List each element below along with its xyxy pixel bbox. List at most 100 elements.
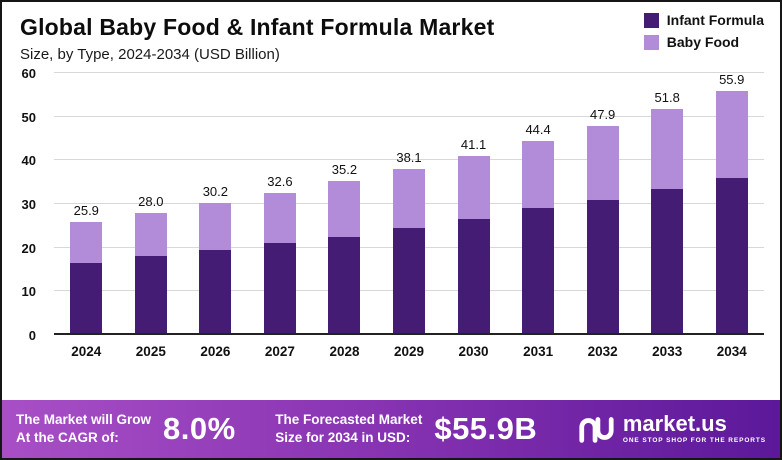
infant-formula-segment[interactable] xyxy=(457,219,490,335)
legend: Infant Formula Baby Food xyxy=(643,12,764,50)
stacked-bar[interactable] xyxy=(134,212,167,335)
infant-formula-segment[interactable] xyxy=(715,177,748,335)
baby-food-segment[interactable] xyxy=(586,125,619,200)
bar-group: 35.2 xyxy=(312,73,377,335)
infant-formula-segment[interactable] xyxy=(263,243,296,335)
baby-food-segment[interactable] xyxy=(715,90,748,178)
legend-label: Infant Formula xyxy=(666,12,764,28)
forecast-group: The Forecasted Market Size for 2034 in U… xyxy=(275,411,537,447)
header: Global Baby Food & Infant Formula Market… xyxy=(2,2,780,63)
infant-formula-segment[interactable] xyxy=(522,208,555,335)
cagr-group: The Market will Grow At the CAGR of: 8.0… xyxy=(16,411,236,447)
bar-total-label: 38.1 xyxy=(396,149,422,165)
baby-food-segment[interactable] xyxy=(328,181,361,237)
bars-row: 25.9 28.0 30.2 32.6 35.2 38.1 41.1 44.4 47.9 51.8… xyxy=(54,71,764,335)
stacked-bar[interactable] xyxy=(586,125,619,335)
bar-total-label: 51.8 xyxy=(654,89,680,105)
bar-group: 51.8 xyxy=(635,73,700,335)
x-tick-label: 2032 xyxy=(587,344,618,359)
baby-food-segment[interactable] xyxy=(199,203,232,250)
bar-total-label: 30.2 xyxy=(202,184,229,200)
bar-total-label: 35.2 xyxy=(331,162,358,178)
market-us-logo[interactable]: market.us ONE STOP SHOP FOR THE REPORTS xyxy=(577,413,766,445)
baby-food-segment[interactable] xyxy=(263,192,296,244)
stacked-bar-chart: 0 10 20 30 40 50 60 25.9 28.0 30.2 32.6 35.2 38.1 41… xyxy=(2,66,780,359)
stacked-bar[interactable] xyxy=(715,90,748,335)
logo-name: market.us xyxy=(622,411,727,437)
forecast-value: $55.9B xyxy=(434,411,538,446)
x-tick-label: 2031 xyxy=(523,344,554,359)
y-tick-label: 60 xyxy=(21,66,36,81)
bar-total-label: 55.9 xyxy=(719,71,745,87)
y-axis: 0 10 20 30 40 50 60 xyxy=(2,66,46,343)
baby-food-segment[interactable] xyxy=(522,141,555,209)
x-axis-line xyxy=(54,333,764,335)
bar-total-label: 25.9 xyxy=(73,202,99,218)
cagr-value: 8.0% xyxy=(163,411,236,446)
y-tick-label: 30 xyxy=(21,197,36,212)
baby-food-segment[interactable] xyxy=(134,212,167,257)
stacked-bar[interactable] xyxy=(328,181,361,335)
infant-formula-segment[interactable] xyxy=(328,236,361,335)
stacked-bar[interactable] xyxy=(263,192,296,335)
cagr-caption: The Market will Grow At the CAGR of: xyxy=(16,411,151,446)
bar-total-label: 32.6 xyxy=(267,173,293,189)
legend-item-infant-formula[interactable]: Infant Formula xyxy=(643,12,764,28)
y-tick-label: 0 xyxy=(28,328,36,343)
baby-food-segment[interactable] xyxy=(457,155,490,220)
page-title: Global Baby Food & Infant Formula Market xyxy=(20,14,495,40)
y-tick-label: 50 xyxy=(21,109,36,125)
bar-group: 41.1 xyxy=(441,73,506,335)
logo-tagline: ONE STOP SHOP FOR THE REPORTS xyxy=(622,437,766,445)
bar-group: 28.0 xyxy=(119,73,184,335)
x-tick-label: 2029 xyxy=(393,344,425,359)
gridline xyxy=(54,115,764,117)
baby-food-segment[interactable] xyxy=(651,108,684,189)
bar-group: 25.9 xyxy=(54,73,119,335)
y-tick-label: 40 xyxy=(21,153,36,169)
stacked-bar[interactable] xyxy=(651,108,684,335)
baby-food-segment[interactable] xyxy=(70,221,103,263)
stacked-bar[interactable] xyxy=(457,155,490,335)
bar-total-label: 41.1 xyxy=(460,136,487,152)
infant-formula-segment[interactable] xyxy=(393,228,425,335)
stacked-bar[interactable] xyxy=(393,168,425,335)
infant-formula-segment[interactable] xyxy=(651,188,684,335)
bar-total-label: 28.0 xyxy=(138,193,164,209)
x-axis-labels: 2024 2025 2026 2027 2028 2029 2030 2031 2032 2033… xyxy=(54,335,764,359)
x-tick-label: 2034 xyxy=(716,344,747,359)
infant-formula-segment[interactable] xyxy=(586,199,619,335)
page-subtitle: Size, by Type, 2024-2034 (USD Billion) xyxy=(20,46,280,63)
stacked-bar[interactable] xyxy=(522,141,555,335)
x-tick-label: 2028 xyxy=(329,344,360,359)
bar-group: 44.4 xyxy=(506,73,571,335)
stacked-bar[interactable] xyxy=(70,221,103,335)
legend-label: Baby Food xyxy=(666,34,740,50)
stacked-bar[interactable] xyxy=(199,203,232,335)
gridline xyxy=(54,159,764,161)
bar-total-label: 47.9 xyxy=(589,106,616,122)
bar-total-label: 44.4 xyxy=(525,122,551,138)
bar-group: 55.9 xyxy=(699,71,764,335)
forecast-caption-line1: The Forecasted Market xyxy=(275,412,423,428)
gridline xyxy=(54,72,764,73)
bar-group: 32.6 xyxy=(248,73,313,335)
x-tick-label: 2025 xyxy=(135,344,166,359)
legend-item-baby-food[interactable]: Baby Food xyxy=(643,34,764,50)
footer-banner: The Market will Grow At the CAGR of: 8.0… xyxy=(2,400,780,458)
bar-group: 30.2 xyxy=(183,73,248,335)
market-us-logo-icon xyxy=(579,417,614,443)
infant-formula-segment[interactable] xyxy=(199,249,232,335)
baby-food-swatch xyxy=(643,34,659,50)
infant-formula-segment[interactable] xyxy=(70,262,103,335)
bar-group: 47.9 xyxy=(570,73,635,335)
y-tick-label: 10 xyxy=(21,284,36,300)
y-tick-label: 20 xyxy=(21,240,36,256)
infant-formula-swatch xyxy=(643,12,659,28)
baby-food-segment[interactable] xyxy=(393,168,425,229)
x-tick-label: 2026 xyxy=(200,344,231,359)
x-tick-label: 2027 xyxy=(264,344,295,359)
infant-formula-segment[interactable] xyxy=(134,256,167,335)
x-tick-label: 2033 xyxy=(652,344,683,359)
